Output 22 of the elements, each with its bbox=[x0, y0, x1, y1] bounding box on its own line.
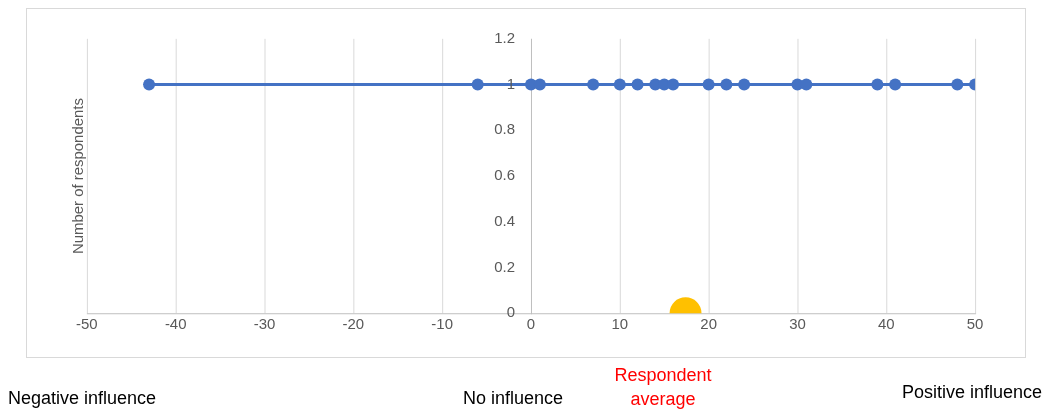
x-tick-label: 0 bbox=[526, 315, 536, 333]
y-tick-label: 0 bbox=[506, 303, 516, 321]
y-tick-label: 0.4 bbox=[494, 211, 516, 229]
y-tick-label: 0.6 bbox=[494, 166, 516, 184]
y-axis-title: Number of respondents bbox=[69, 98, 87, 254]
text: Negative influence bbox=[8, 387, 158, 410]
x-tick-label: 10 bbox=[611, 315, 629, 333]
x-tick-label: -50 bbox=[76, 315, 98, 333]
text: Positive influence bbox=[900, 381, 1042, 404]
x-tick-label: -20 bbox=[342, 315, 365, 333]
text: No influence bbox=[461, 387, 565, 410]
y-tick-label: 0.2 bbox=[494, 257, 516, 275]
x-tick-label: 30 bbox=[789, 315, 806, 333]
x-tick-label: -30 bbox=[253, 315, 276, 333]
x-tick-label: -40 bbox=[164, 315, 187, 333]
x-tick-label: 50 bbox=[966, 315, 984, 333]
x-tick-label: 20 bbox=[700, 315, 717, 333]
text: Respondent average bbox=[613, 364, 713, 411]
y-tick-label: 0.8 bbox=[494, 120, 516, 138]
y-tick-label: 1.2 bbox=[494, 28, 516, 46]
x-tick-label: -10 bbox=[431, 315, 453, 333]
x-tick-label: 40 bbox=[877, 315, 895, 333]
